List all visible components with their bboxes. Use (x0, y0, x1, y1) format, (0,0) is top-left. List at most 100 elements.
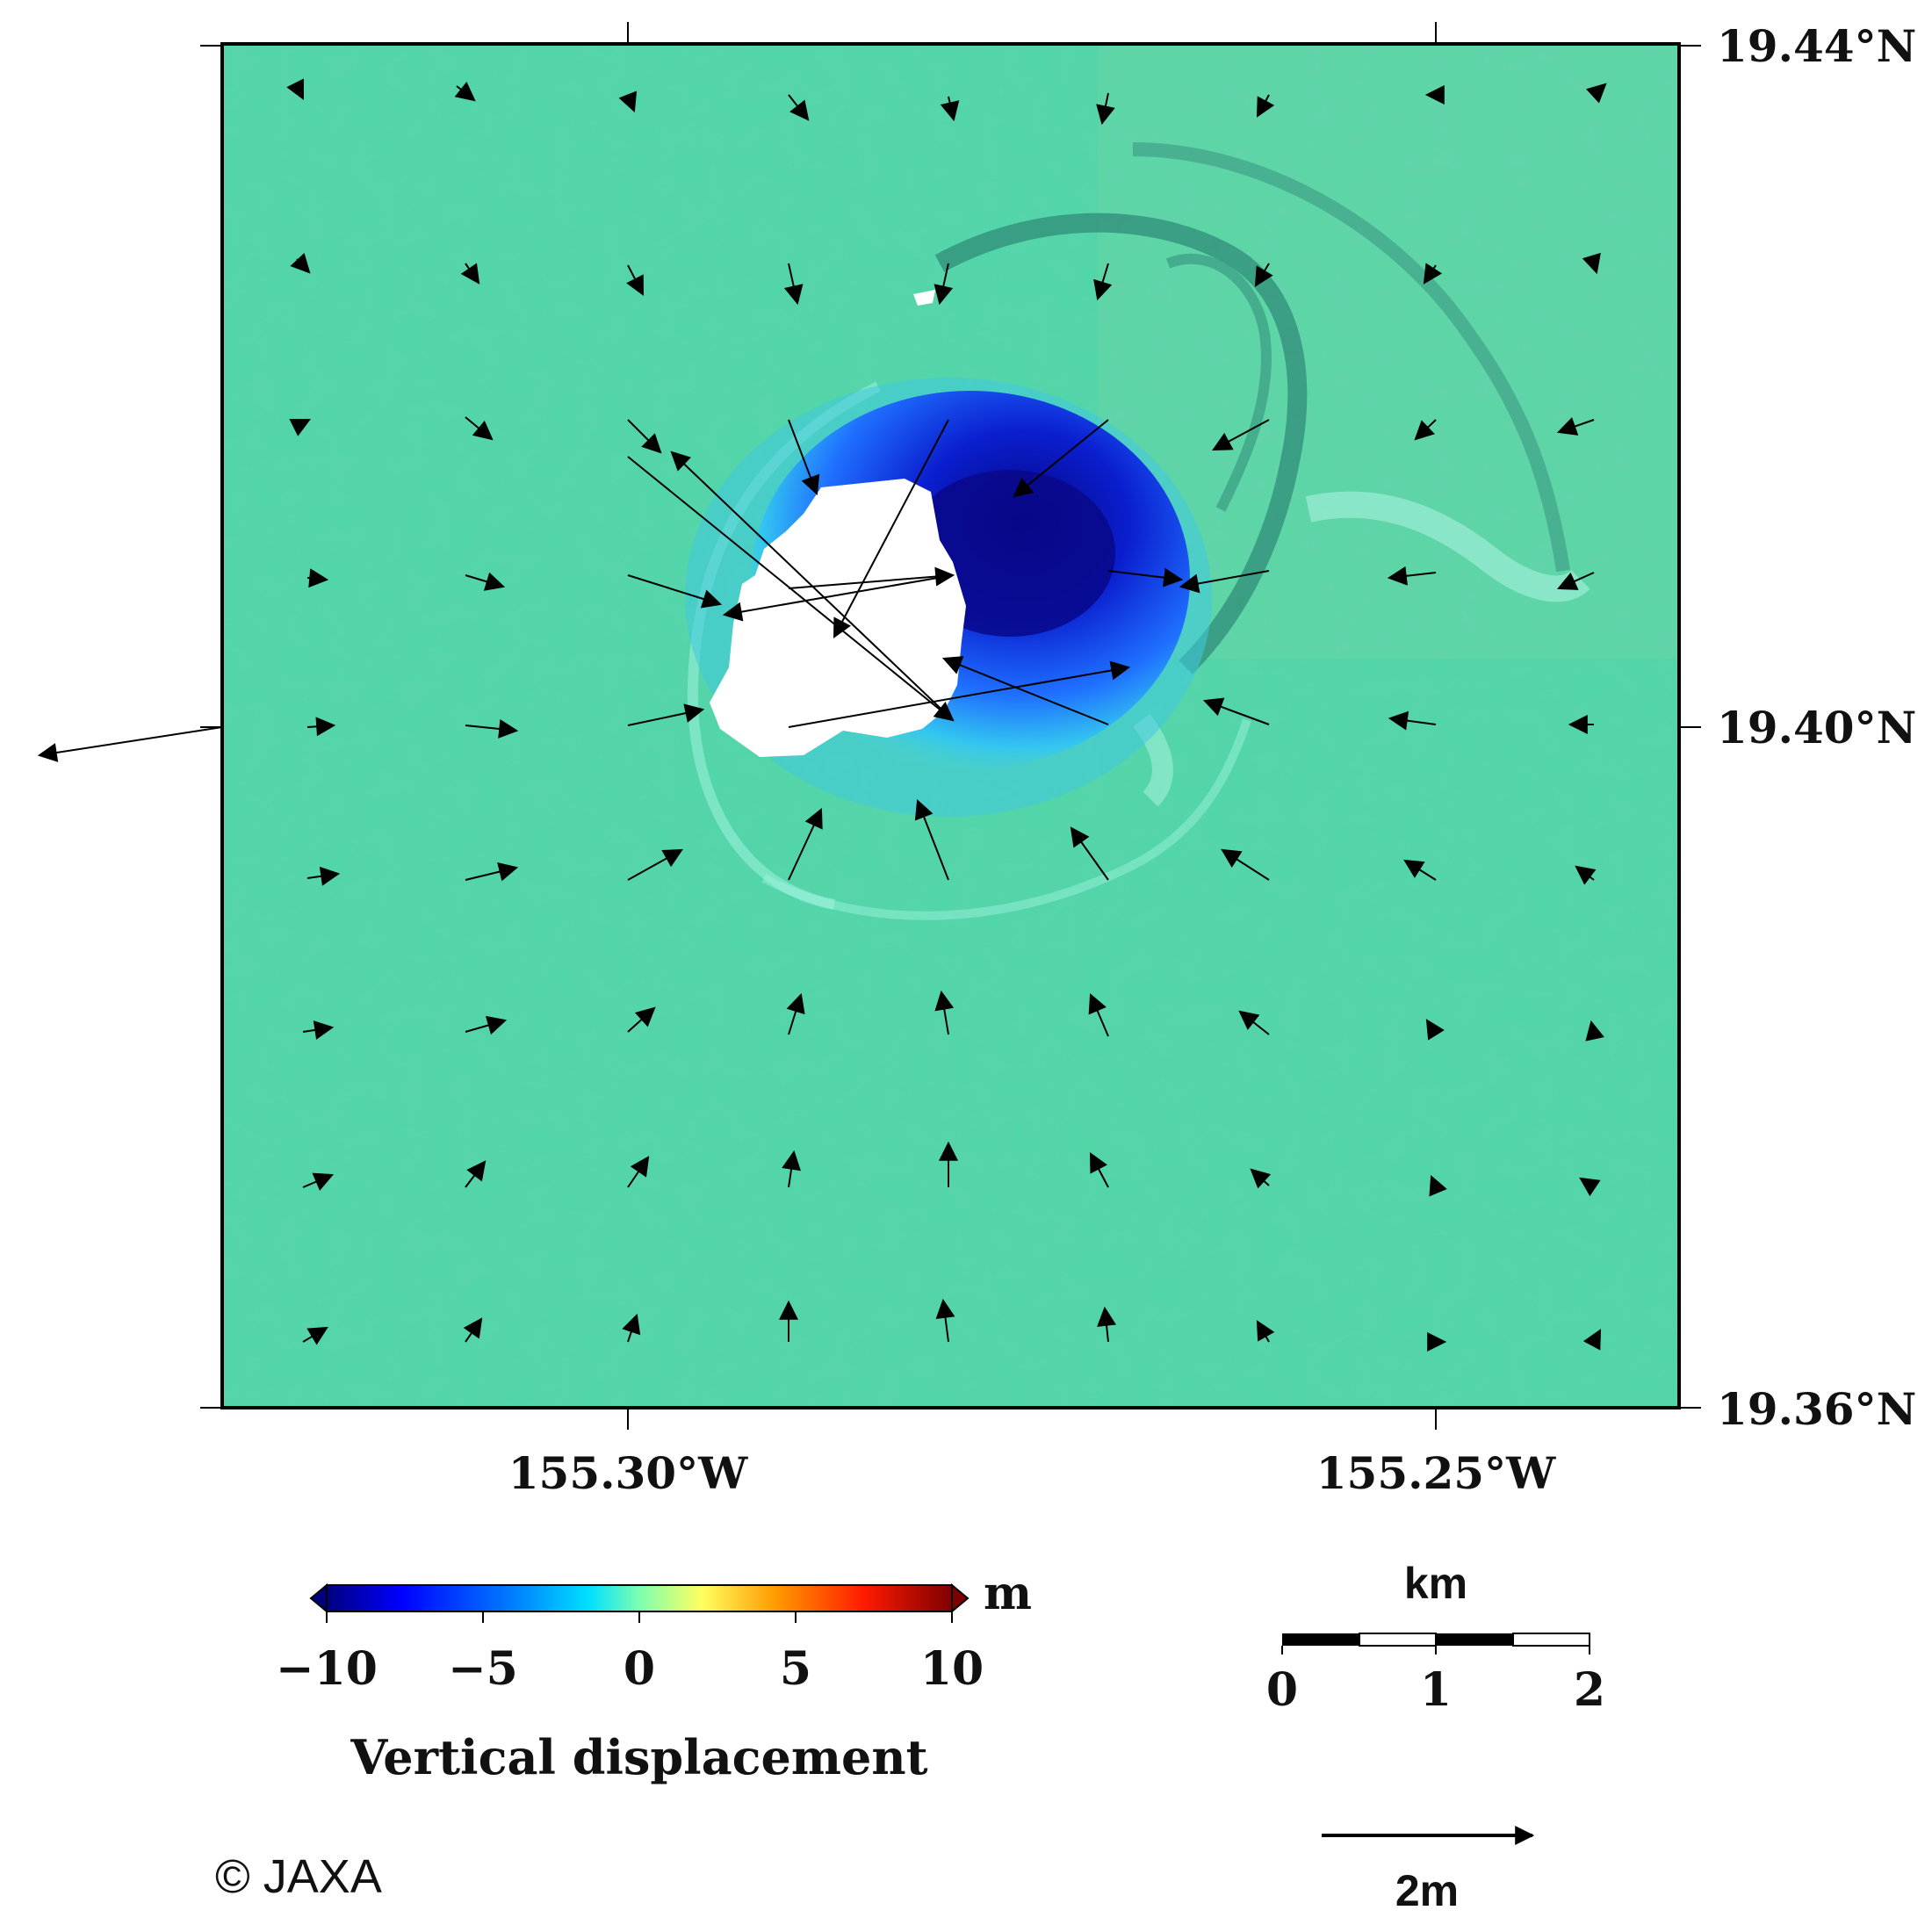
displacement-arrow (1575, 865, 1597, 885)
displacement-arrow (783, 263, 804, 306)
colorbar-arrow-low (309, 1582, 328, 1614)
displacement-arrow (454, 82, 476, 102)
lon-label-left: 155.30°W (508, 1447, 748, 1499)
displacement-arrow (302, 1326, 328, 1345)
fault-scarp-east (1132, 142, 1570, 573)
axis-ticks (200, 22, 1701, 1430)
displacement-arrow (627, 419, 662, 454)
displacement-arrow (460, 263, 480, 285)
displacement-arrow (1070, 826, 1109, 881)
vector-legend: 2m (1322, 1826, 1535, 1915)
displacement-arrow (1238, 1010, 1270, 1035)
displacement-arrow (627, 848, 683, 881)
displacement-arrow (302, 1020, 335, 1040)
displacement-arrow (934, 990, 955, 1035)
colorbar-tick-label-1: −5 (448, 1642, 518, 1696)
displacement-arrow (1250, 1168, 1272, 1189)
displacement-arrow (627, 703, 705, 726)
displacement-arrow (1429, 1174, 1447, 1197)
fault-scarp-north (934, 213, 1308, 674)
displacement-arrow (1256, 94, 1275, 118)
displacement-arrow (465, 861, 519, 882)
colorbar-bar (326, 1584, 953, 1612)
displacement-arrows (37, 78, 1607, 1352)
displacement-arrow (1556, 572, 1595, 590)
displacement-arrow (1414, 419, 1437, 441)
lat-label-mid: 19.40°N (1717, 702, 1916, 753)
displacement-arrow (302, 1172, 335, 1191)
scale-label-2: 2 (1574, 1663, 1605, 1717)
displacement-arrow (1403, 859, 1437, 881)
caldera-rim-south (761, 718, 1251, 920)
displacement-arrow (465, 416, 494, 441)
terrain-layer (222, 44, 1679, 1408)
displacement-arrow (788, 566, 955, 589)
displacement-arrow (722, 574, 954, 622)
displacement-arrow (788, 808, 823, 881)
lon-label-right: 155.25°W (1316, 1447, 1556, 1499)
displacement-arrow (1097, 1306, 1117, 1343)
displacement-arrow (306, 568, 329, 588)
displacement-arrow (289, 419, 311, 436)
displacement-arrow (627, 574, 723, 609)
displacement-arrow (627, 1156, 650, 1188)
colorbar-title: Vertical displacement (350, 1729, 927, 1785)
scale-segment-2 (1359, 1633, 1437, 1647)
displacement-arrow (1582, 252, 1601, 275)
displacement-arrow (914, 798, 949, 881)
displacement-arrow (627, 456, 955, 722)
displacement-arrow (1585, 1020, 1604, 1042)
displacement-arrow (463, 1317, 483, 1343)
colorbar-arrow-high (951, 1582, 970, 1614)
displacement-arrow (1556, 417, 1595, 436)
displacement-arrow (1388, 710, 1437, 731)
lat-label-bottom: 19.36°N (1717, 1383, 1916, 1435)
displacement-arrow (1089, 1152, 1109, 1188)
colorbar-tick-label-0: −10 (276, 1642, 378, 1696)
scale-label-0: 0 (1266, 1663, 1298, 1717)
map-frame (220, 42, 1681, 1409)
light-lava-channel (1305, 491, 1590, 602)
displacement-arrow (1107, 567, 1184, 588)
displacement-arrow (618, 90, 638, 113)
displacement-arrow (37, 726, 223, 762)
no-data-patch-north (913, 290, 935, 306)
scale-segment-1 (1282, 1633, 1359, 1646)
displacement-arrow (788, 419, 820, 496)
displacement-arrow (1212, 419, 1270, 451)
displacement-arrow (465, 1015, 508, 1035)
displacement-arrow (786, 992, 805, 1035)
displacement-arrow (1254, 263, 1273, 287)
displacement-arrow (290, 253, 311, 274)
fault-scarp-inner (1165, 253, 1272, 512)
colorbar-tick-label-2: 0 (624, 1642, 655, 1696)
displacement-arrow (1093, 263, 1113, 301)
displacement-arrow (306, 866, 341, 886)
displacement-arrow (1425, 1019, 1445, 1041)
displacement-arrow (465, 572, 506, 591)
displacement-arrow (833, 419, 949, 638)
displacement-arrow (465, 719, 519, 739)
scale-label-1: 1 (1420, 1663, 1452, 1717)
displacement-arrow (670, 451, 954, 721)
displacement-arrow (626, 264, 645, 296)
displacement-arrow (306, 717, 336, 737)
displacement-arrow (1013, 419, 1109, 498)
displacement-arrow (286, 78, 304, 100)
displacement-arrow (788, 94, 810, 121)
displacement-arrow (1088, 992, 1109, 1037)
displacement-arrow (1585, 83, 1607, 104)
displacement-arrow (1582, 1329, 1602, 1351)
displacement-arrow (1256, 1320, 1275, 1343)
colorbar-tick-label-4: 10 (920, 1642, 984, 1696)
displacement-arrow (1423, 263, 1443, 285)
displacement-arrow (941, 656, 1109, 725)
colorbar-unit: m (984, 1567, 1032, 1620)
displacement-arrow (622, 1313, 641, 1343)
displacement-arrow (940, 96, 960, 122)
displacement-arrow (627, 1006, 656, 1033)
colorbar-tick-label-3: 5 (780, 1642, 811, 1696)
vector-legend-label: 2m (1395, 1866, 1459, 1915)
displacement-arrow (788, 660, 1131, 728)
